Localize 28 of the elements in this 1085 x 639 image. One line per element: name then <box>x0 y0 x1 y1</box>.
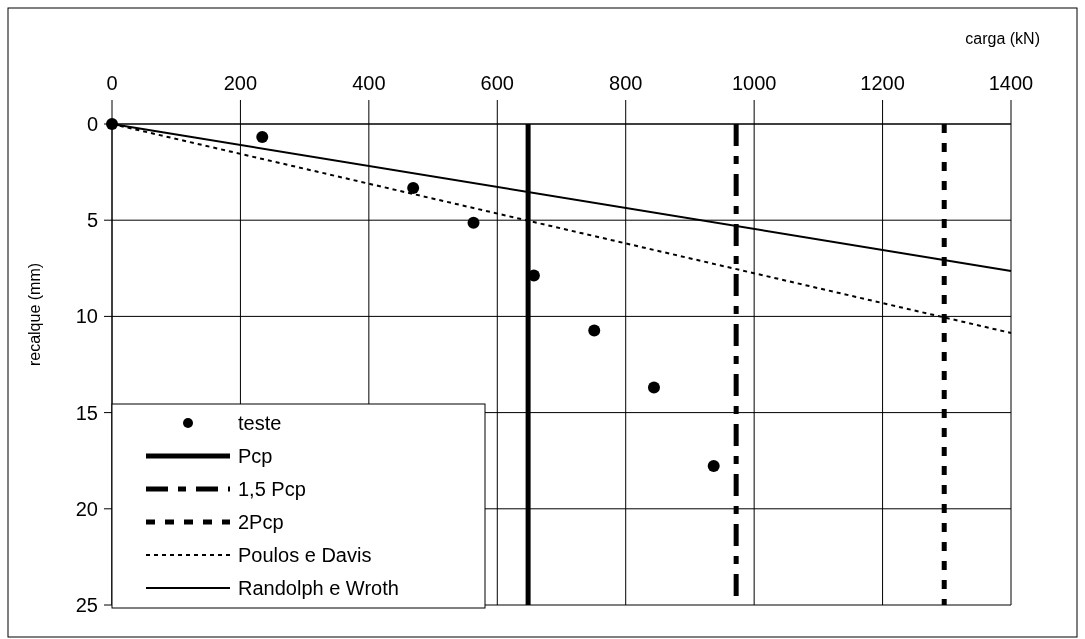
x-tick-label: 800 <box>609 72 643 94</box>
x-tick-label: 400 <box>352 72 386 94</box>
point <box>647 381 660 394</box>
x-tick-label: 0 <box>106 72 118 94</box>
legend-label: Poulos e Davis <box>238 544 372 566</box>
y-tick-label: 5 <box>86 209 98 232</box>
point <box>256 130 269 143</box>
x-tick-label: 200 <box>223 72 258 94</box>
y-tick-label: 25 <box>75 594 98 616</box>
y-axis-title: recalque (mm) <box>26 262 43 367</box>
legend-label: 1,5 Pcp <box>238 478 306 500</box>
x-tick-label: 600 <box>480 72 514 94</box>
x-tick-label: 1400 <box>988 72 1034 94</box>
x-tick-label: 1200 <box>860 72 905 94</box>
x-axis-title: carga (kN) <box>965 30 1040 47</box>
point <box>588 324 601 337</box>
legend-label: Pcp <box>238 445 273 467</box>
y-tick-label: 0 <box>86 113 98 135</box>
legend-label: 2Pcp <box>238 511 284 533</box>
legend-label: Randolph e Wroth <box>238 577 399 599</box>
x-tick-label: 1000 <box>731 72 777 94</box>
point <box>707 460 720 473</box>
point <box>407 182 420 195</box>
point <box>467 216 480 229</box>
y-tick-label: 20 <box>75 497 98 520</box>
legend-label: teste <box>238 412 282 434</box>
y-tick-label: 10 <box>75 305 98 328</box>
y-tick-label: 15 <box>75 401 98 424</box>
